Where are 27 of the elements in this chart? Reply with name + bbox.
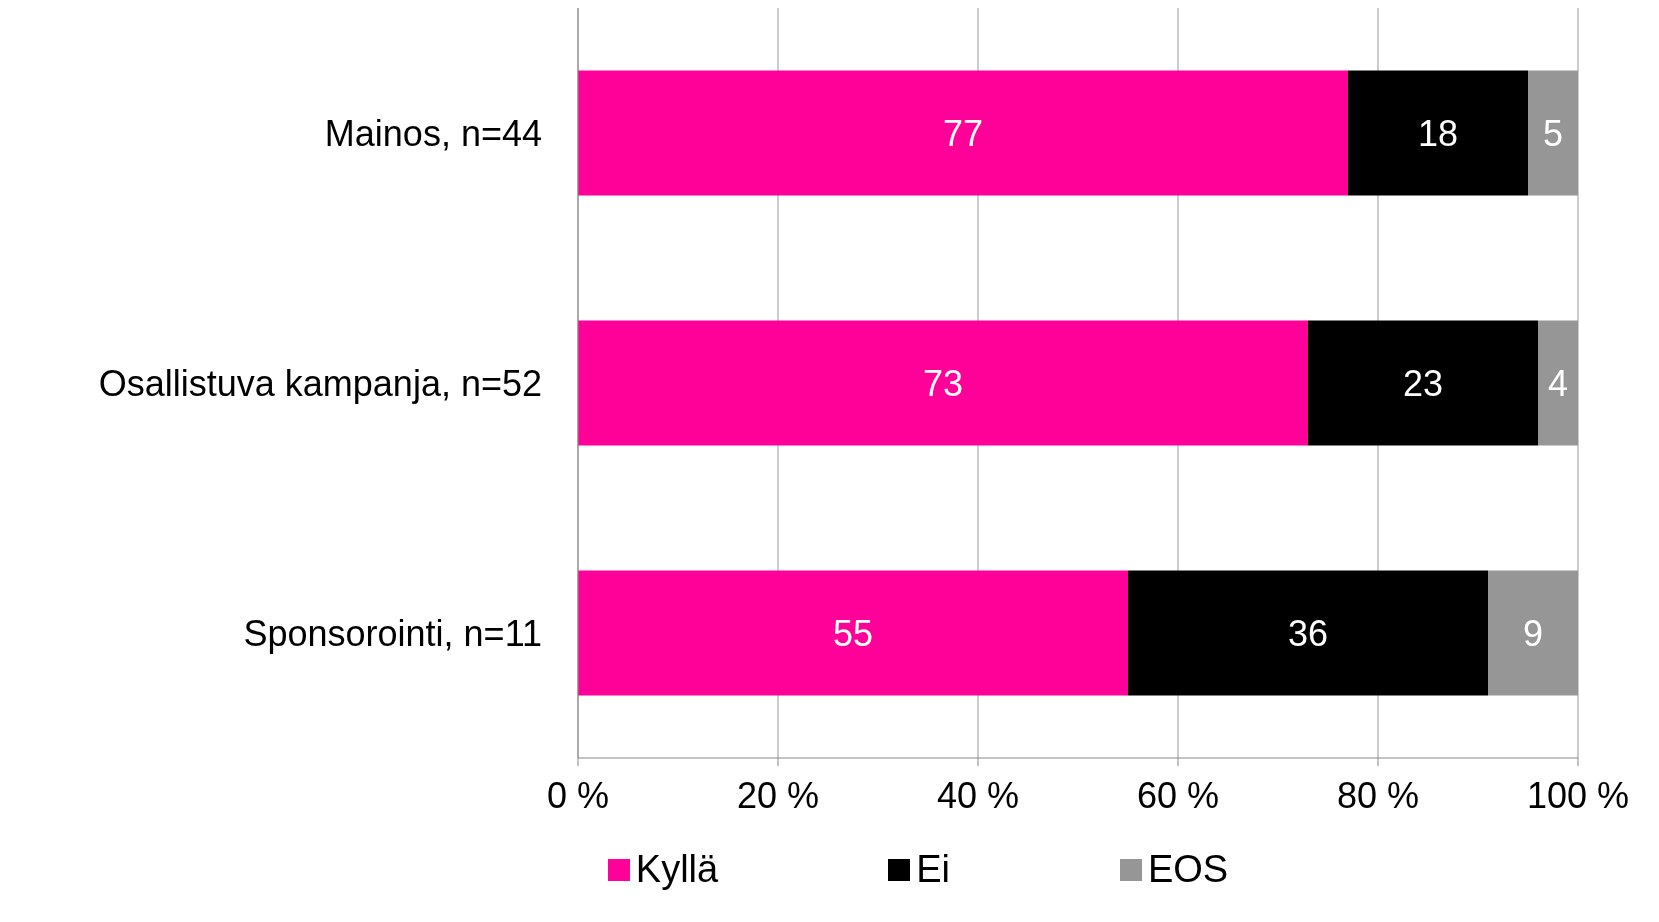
legend-label: Kyllä: [634, 848, 719, 891]
data-label: 4: [1547, 362, 1569, 404]
data-label: 23: [1402, 362, 1444, 404]
data-label: 36: [1287, 612, 1329, 654]
data-label: 55: [832, 612, 874, 654]
bar: [578, 570, 1128, 696]
bar: [578, 70, 1348, 196]
data-label: 77: [942, 112, 984, 154]
data-label: 9: [1522, 612, 1544, 654]
bar: [1348, 70, 1528, 196]
bar: [1128, 570, 1488, 696]
y-tick-label: Sponsorointi, n=11: [243, 612, 542, 654]
data-label: 5: [1542, 112, 1564, 154]
y-tick-label: Osallistuva kampanja, n=52: [98, 362, 542, 404]
x-tick-label: 20 %: [736, 774, 820, 816]
y-tick-label: Mainos, n=44: [324, 112, 542, 154]
x-tick-label: 0 %: [546, 774, 610, 816]
bar: [578, 320, 1308, 446]
x-tick-label: 80 %: [1336, 774, 1420, 816]
bar: [1308, 320, 1538, 446]
legend-label: EOS: [1146, 848, 1229, 891]
x-tick-label: 60 %: [1136, 774, 1220, 816]
legend-label: Ei: [915, 848, 950, 891]
x-tick-label: 40 %: [936, 774, 1020, 816]
data-label: 73: [922, 362, 964, 404]
data-label: 18: [1417, 112, 1459, 154]
x-tick-label: 100 %: [1526, 774, 1630, 816]
